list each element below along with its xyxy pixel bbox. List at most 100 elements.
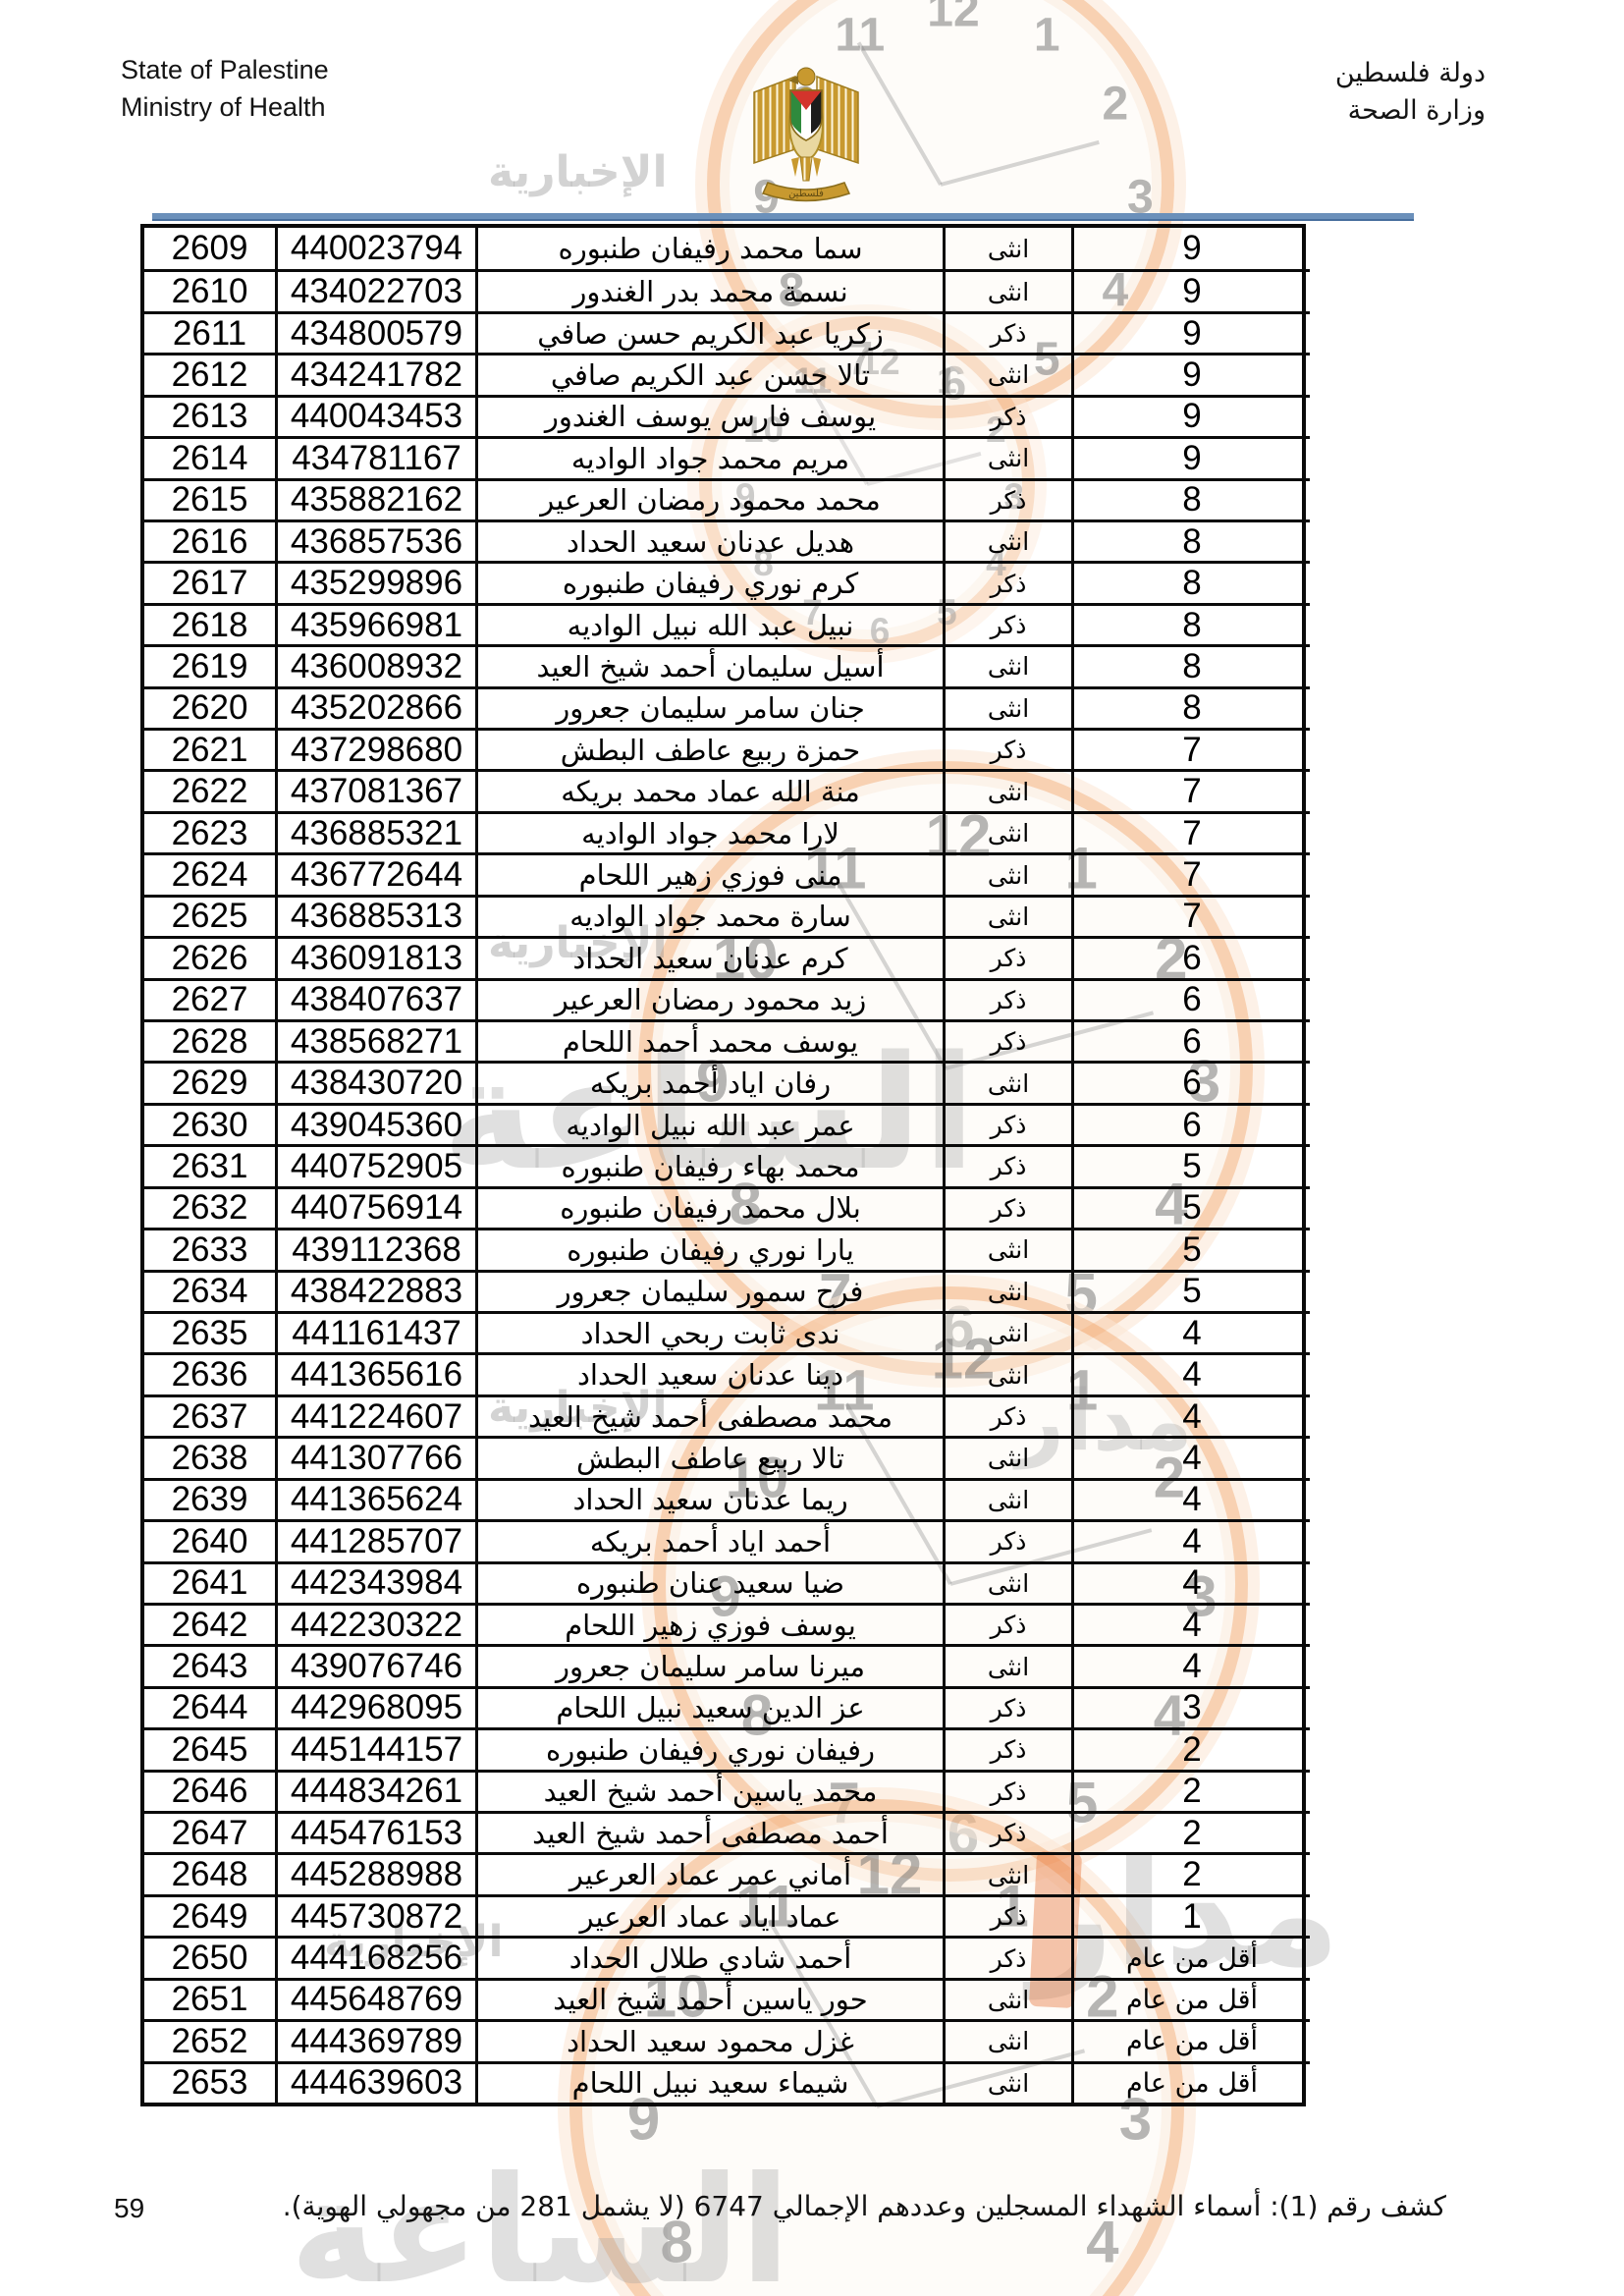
cell-id-number: 437081367 <box>275 769 475 811</box>
cell-id-number: 438568271 <box>275 1019 475 1062</box>
page-number: 59 <box>114 2193 145 2223</box>
cell-age: 4 <box>1071 1394 1310 1437</box>
cell-id-number: 445648769 <box>275 1977 475 2020</box>
cell-gender: ذكر <box>943 977 1071 1020</box>
cell-serial: 2623 <box>144 810 275 852</box>
cell-gender: انثى <box>943 894 1071 937</box>
cell-id-number: 440752905 <box>275 1144 475 1186</box>
cell-name: أحمد شادي طلال الحداد <box>475 1936 943 1978</box>
cell-id-number: 444369789 <box>275 2019 475 2061</box>
cell-age: 9 <box>1071 310 1310 354</box>
cell-id-number: 439076746 <box>275 1644 475 1686</box>
cell-name: شيماء سعيد نبيل اللحام <box>475 2060 943 2103</box>
cell-age: 4 <box>1071 1477 1310 1520</box>
cell-name: جنان سامر سليمان جعرور <box>475 685 943 729</box>
cell-id-number: 441285707 <box>275 1519 475 1561</box>
cell-name: حمزة ربيع عاطف البطش <box>475 728 943 770</box>
cell-serial: 2646 <box>144 1769 275 1811</box>
cell-serial: 2627 <box>144 977 275 1019</box>
cell-serial: 2652 <box>144 2019 275 2060</box>
cell-name: تالا حسن عبد الكريم صافي <box>475 353 943 395</box>
cell-age: أقل من عام <box>1071 1936 1310 1978</box>
cell-gender: انثى <box>943 1436 1071 1478</box>
cell-gender: انثى <box>943 1560 1071 1603</box>
cell-age: 8 <box>1071 685 1310 729</box>
cell-serial: 2645 <box>144 1727 275 1769</box>
cell-age: 9 <box>1071 436 1310 478</box>
cell-name: محمد بهاء رفيفان طنبوره <box>475 1144 943 1186</box>
cell-id-number: 434781167 <box>275 436 475 478</box>
cell-serial: 2621 <box>144 728 275 769</box>
cell-age: 1 <box>1071 1893 1310 1937</box>
cell-age: 7 <box>1071 769 1310 811</box>
cell-gender: انثى <box>943 644 1071 686</box>
cell-age: 7 <box>1071 852 1310 895</box>
cell-age: 6 <box>1071 1061 1310 1103</box>
cell-id-number: 439045360 <box>275 1102 475 1145</box>
cell-id-number: 440023794 <box>275 228 475 270</box>
cell-serial: 2613 <box>144 394 275 436</box>
cell-name: ريما عدنان سعيد الحداد <box>475 1477 943 1520</box>
cell-age: 9 <box>1071 353 1310 395</box>
cell-id-number: 436008932 <box>275 644 475 686</box>
palestine-eagle-emblem-icon: فلسطين <box>753 67 859 202</box>
cell-id-number: 435299896 <box>275 561 475 603</box>
cell-id-number: 438407637 <box>275 977 475 1020</box>
cell-id-number: 435882162 <box>275 477 475 519</box>
cell-name: سارة محمد جواد الواديه <box>475 894 943 937</box>
cell-gender: انثى <box>943 852 1071 895</box>
cell-gender: ذكر <box>943 1769 1071 1812</box>
cell-serial: 2624 <box>144 852 275 894</box>
cell-name: منة الله عماد محمد بريكه <box>475 769 943 811</box>
cell-id-number: 445476153 <box>275 1811 475 1853</box>
cell-serial: 2612 <box>144 353 275 394</box>
cell-id-number: 438422883 <box>275 1269 475 1311</box>
cell-id-number: 441161437 <box>275 1310 475 1353</box>
cell-gender: ذكر <box>943 728 1071 770</box>
cell-serial: 2648 <box>144 1852 275 1893</box>
cell-id-number: 445730872 <box>275 1893 475 1937</box>
cell-serial: 2626 <box>144 936 275 977</box>
cell-name: محمد محمود رمضان العرعير <box>475 477 943 519</box>
cell-gender: ذكر <box>943 1394 1071 1437</box>
cell-id-number: 442968095 <box>275 1685 475 1728</box>
cell-serial: 2629 <box>144 1061 275 1102</box>
cell-gender: ذكر <box>943 310 1071 354</box>
cell-serial: 2634 <box>144 1269 275 1311</box>
cell-age: 8 <box>1071 644 1310 686</box>
cell-gender: ذكر <box>943 602 1071 645</box>
cell-age: 8 <box>1071 477 1310 519</box>
cell-serial: 2628 <box>144 1019 275 1061</box>
cell-serial: 2640 <box>144 1519 275 1560</box>
watermark-text: الساعة <box>442 1021 977 1205</box>
cell-gender: انثى <box>943 519 1071 562</box>
cell-name: يارا نوري رفيفان طنبوره <box>475 1228 943 1270</box>
cell-serial: 2641 <box>144 1560 275 1603</box>
cell-age: 2 <box>1071 1852 1310 1894</box>
watermark-text: مدار <box>1016 1373 1193 1470</box>
footer-note: كشف رقم (1): أسماء الشهداء المسجلين وعدد… <box>282 2190 1446 2222</box>
cell-name: أحمد مصطفى أحمد شيخ العيد <box>475 1811 943 1853</box>
cell-name: ندى ثابت ربحي الحداد <box>475 1310 943 1353</box>
cell-id-number: 444639603 <box>275 2060 475 2103</box>
cell-serial: 2630 <box>144 1102 275 1144</box>
emblem-banner-text: فلسطين <box>788 189 824 199</box>
cell-age: أقل من عام <box>1071 1977 1310 2020</box>
header-divider <box>152 213 1414 221</box>
cell-gender: انثى <box>943 1644 1071 1686</box>
cell-name: محمد ياسين أحمد شيخ العيد <box>475 1769 943 1812</box>
cell-serial: 2644 <box>144 1685 275 1727</box>
cell-age: 8 <box>1071 561 1310 603</box>
cell-id-number: 437298680 <box>275 728 475 770</box>
watermark-text: الساعة <box>290 2146 791 2296</box>
cell-serial: 2631 <box>144 1144 275 1185</box>
cell-name: يوسف فوزي زهير اللحام <box>475 1602 943 1645</box>
cell-serial: 2617 <box>144 561 275 602</box>
cell-serial: 2633 <box>144 1228 275 1269</box>
cell-serial: 2636 <box>144 1352 275 1394</box>
cell-gender: انثى <box>943 228 1071 270</box>
cell-name: منى فوزي زهير اللحام <box>475 852 943 895</box>
cell-name: أسيل سليمان أحمد شيخ العيد <box>475 644 943 686</box>
cell-age: 6 <box>1071 977 1310 1020</box>
cell-serial: 2637 <box>144 1394 275 1436</box>
